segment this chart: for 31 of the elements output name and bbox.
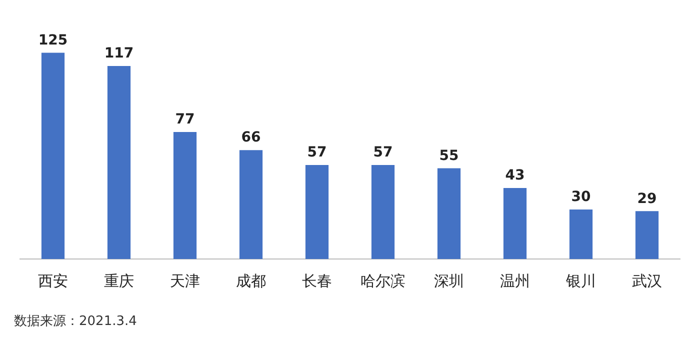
x-tick-label: 哈尔滨 <box>360 272 406 290</box>
data-label: 57 <box>307 144 327 161</box>
x-tick-label: 成都 <box>236 272 266 290</box>
data-label: 117 <box>104 46 134 62</box>
x-tick-label: 温州 <box>500 272 530 290</box>
bar <box>173 132 197 259</box>
bar <box>635 211 659 259</box>
data-label: 43 <box>505 168 525 184</box>
x-tick-label: 银川 <box>565 272 596 290</box>
data-label: 30 <box>571 189 591 206</box>
bar <box>371 164 395 259</box>
data-label: 66 <box>241 130 261 146</box>
x-tick-label: 西安 <box>38 272 68 290</box>
bar <box>503 188 527 259</box>
bar <box>305 164 329 259</box>
bar <box>239 150 263 259</box>
bar <box>569 210 593 259</box>
bar <box>437 168 461 259</box>
source-note: 数据来源：2021.3.4 <box>14 313 137 330</box>
x-tick-label: 天津 <box>170 272 200 290</box>
data-label: 77 <box>175 112 195 128</box>
data-label: 125 <box>38 32 68 48</box>
bar <box>107 66 131 259</box>
x-tick-label: 长春 <box>302 272 332 290</box>
data-label: 55 <box>439 148 459 164</box>
data-label: 29 <box>637 190 657 207</box>
data-label: 57 <box>373 144 393 161</box>
bar <box>41 52 65 259</box>
x-tick-label: 重庆 <box>104 272 134 290</box>
x-tick-label: 深圳 <box>434 272 464 290</box>
x-tick-label: 武汉 <box>632 272 662 290</box>
